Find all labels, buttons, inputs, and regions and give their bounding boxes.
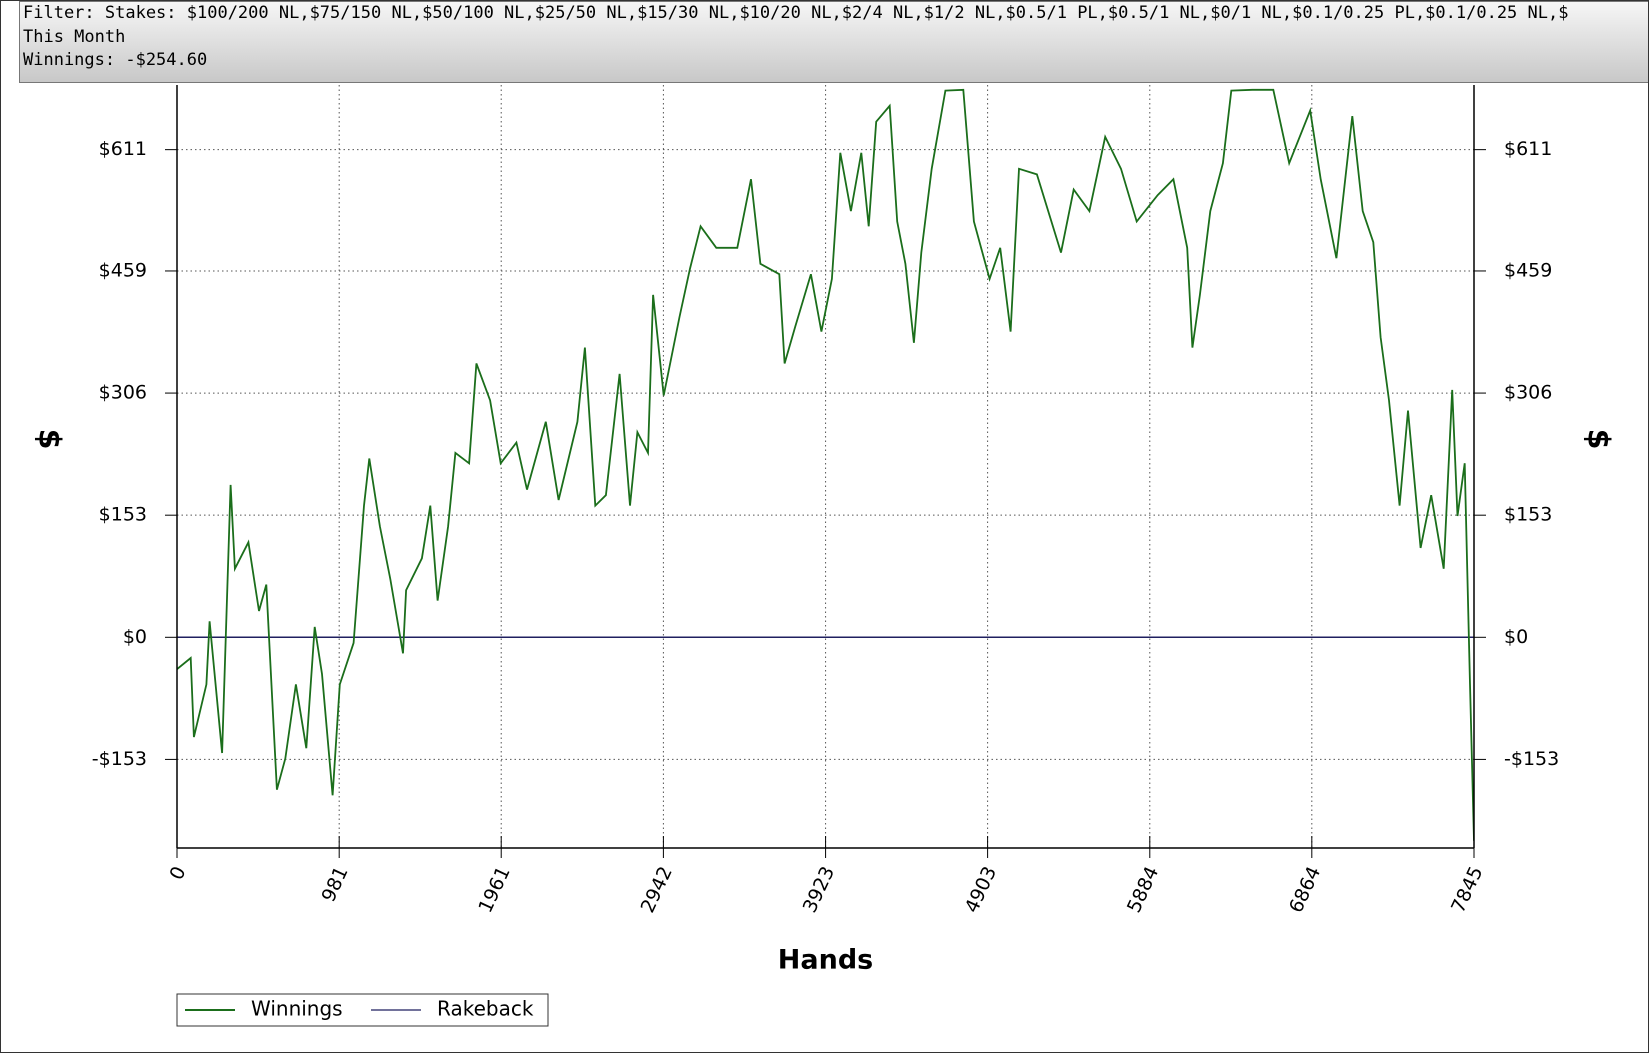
y-tick-label: -$153 — [92, 748, 147, 770]
y-tick-label: $306 — [99, 382, 147, 404]
x-tick-label: 0 — [165, 863, 190, 883]
x-tick-label: 7845 — [1447, 863, 1487, 916]
x-tick-label: 4903 — [961, 863, 1001, 916]
x-tick-label: 1961 — [474, 863, 514, 916]
y-tick-label-right: $306 — [1504, 382, 1552, 404]
y-tick-label-right: $153 — [1504, 504, 1552, 526]
x-tick-label: 5884 — [1123, 863, 1163, 916]
y-tick-label: $611 — [99, 138, 147, 160]
y-tick-label: $459 — [99, 259, 147, 281]
period-text: This Month — [23, 26, 126, 47]
y-tick-label-right: $0 — [1504, 626, 1528, 648]
y-axis-title-right: $ — [1581, 429, 1616, 450]
filter-text: Filter: Stakes: $100/200 NL,$75/150 NL,$… — [23, 3, 1569, 23]
filter-header: Filter: Stakes: $100/200 NL,$75/150 NL,$… — [19, 1, 1648, 83]
x-tick-label: 6864 — [1285, 863, 1325, 916]
x-axis-title: Hands — [778, 945, 873, 976]
y-tick-label: $153 — [99, 504, 147, 526]
x-tick-label: 981 — [317, 863, 352, 905]
x-tick-label: 2942 — [637, 863, 677, 916]
x-tick-label: 3923 — [799, 863, 839, 916]
series-line — [177, 88, 1474, 841]
legend-label: Rakeback — [437, 997, 534, 1021]
legend-label: Winnings — [251, 997, 343, 1021]
y-tick-label: $0 — [123, 626, 147, 648]
y-axis-title: $ — [32, 429, 67, 450]
y-tick-label-right: $459 — [1504, 259, 1552, 281]
y-tick-label-right: $611 — [1504, 138, 1552, 160]
y-tick-label-right: -$153 — [1504, 748, 1559, 770]
legend-box — [176, 993, 549, 1027]
summary-text: Winnings: -$254.60 — [23, 50, 208, 70]
